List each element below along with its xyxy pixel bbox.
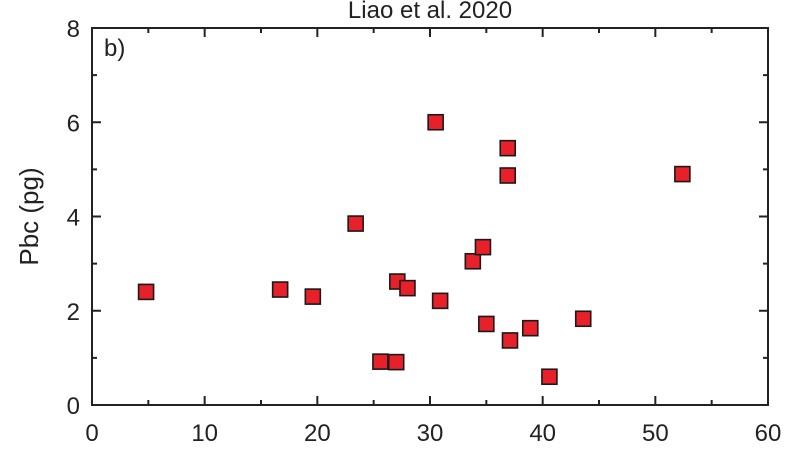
x-tick-label: 20 [304,420,331,447]
plot-frame [91,27,769,406]
data-point [431,292,449,310]
x-tick-label: 0 [85,420,98,447]
data-point [501,332,519,349]
data-point [427,113,444,131]
data-point [478,315,495,333]
chart-title: Liao et al. 2020 [348,0,512,24]
panel-label: b) [104,35,125,62]
x-tick-label: 30 [417,420,444,447]
data-point [521,319,539,337]
y-axis-label: Pbc (pg) [14,167,44,265]
y-axis: 0 2 4 6 8 [67,16,768,420]
data-point [372,353,389,370]
data-point [271,281,289,298]
y-tick-label: 2 [67,299,80,326]
data-point [347,215,364,232]
data-point [464,252,482,270]
data-point [499,139,517,157]
x-tick-label: 10 [191,420,218,447]
y-tick-label: 8 [67,16,80,43]
data-point [499,167,517,184]
x-tick-label: 40 [529,420,556,447]
y-tick-label: 6 [67,110,80,137]
data-points [137,113,691,386]
x-tick-label: 50 [642,420,669,447]
data-point [304,288,322,305]
data-point [474,238,492,256]
data-point [137,283,155,301]
data-point [674,165,691,183]
data-point [387,353,405,371]
data-point [574,310,592,328]
x-axis: 0 10 20 30 40 50 60 [85,28,781,447]
y-tick-label: 4 [67,205,80,232]
x-tick-label: 60 [755,420,782,447]
y-tick-label: 0 [67,393,80,420]
data-point [541,368,558,386]
data-point [399,279,416,297]
